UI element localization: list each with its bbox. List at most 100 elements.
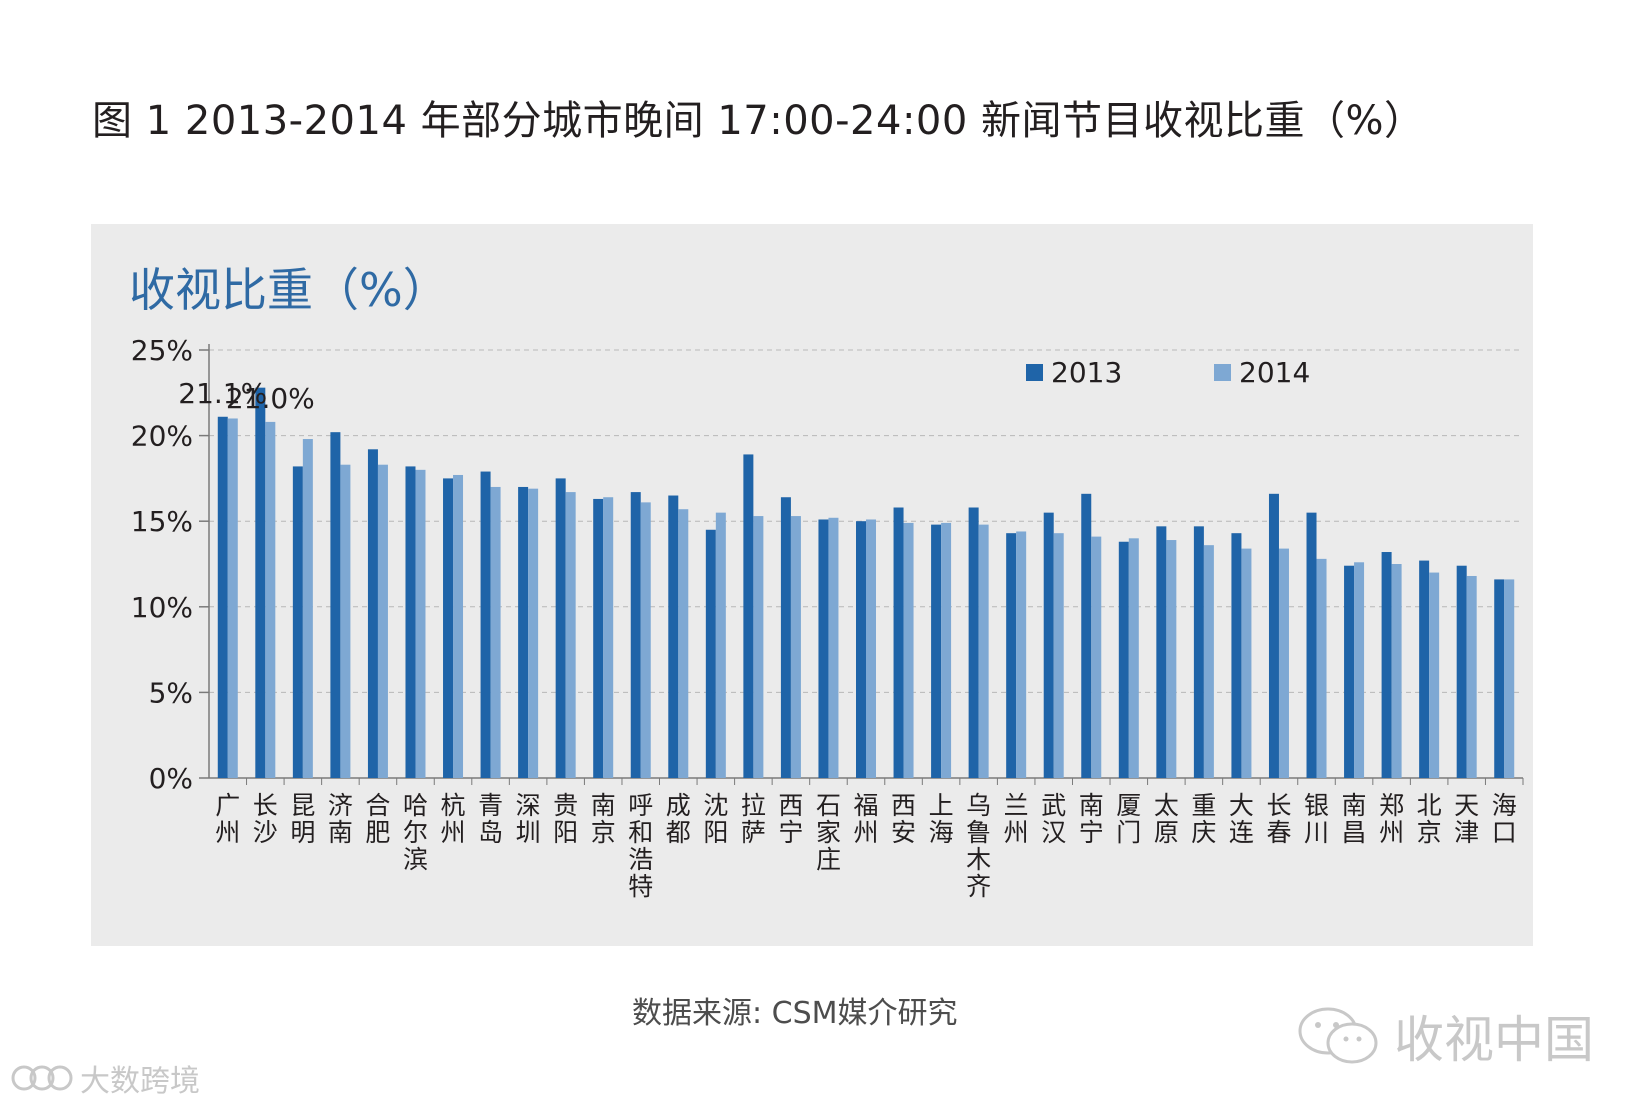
bar-2013 [1419,560,1430,778]
legend-swatch-2013 [1026,364,1043,381]
bar-2014 [1391,564,1402,778]
watermark-left-text: 大数跨境 [80,1064,200,1099]
bar-2013 [893,507,904,778]
x-tick-label: 兰州 [1004,791,1029,847]
y-tick-label: 20% [131,420,193,453]
bar-2013 [255,387,266,778]
figure-title: 图 1 2013-2014 年部分城市晚间 17:00-24:00 新闻节目收视… [92,98,1425,144]
data-label: 21.0% [226,382,315,415]
bar-2014 [1091,536,1102,778]
brand-logo-icon [11,1065,73,1091]
x-tick-label: 南宁 [1079,791,1104,847]
x-tick-label: 天津 [1454,791,1479,847]
bar-2014 [715,512,726,778]
bar-2013 [292,466,303,778]
watermark-right-text: 收视中国 [1394,1011,1594,1069]
wechat-icon [1298,1007,1378,1064]
x-tick-label: 合肥 [365,791,390,847]
x-tick-label: 长春 [1266,791,1291,847]
x-tick-label: 郑州 [1379,791,1404,847]
x-tick-label: 长沙 [253,791,278,847]
bar-2013 [1306,512,1317,778]
bar-chart: 0% 5% 10% 15% 20% 25% 广州长沙昆明济南合肥哈尔滨杭州青岛深圳贵阳南京呼… [131,334,1524,901]
bar-2013 [480,471,491,778]
bar-2014 [377,464,388,778]
bar-2014 [941,522,952,778]
x-tick-label: 厦门 [1116,791,1141,847]
bar-2014 [828,517,839,778]
x-tick-label: 昆明 [290,791,315,847]
chart-panel: 收视比重（%） 0% 5% 10% 15% 20% 25% 广州 长沙 昆明 济南 合肥 哈尔滨 杭州青… [91,224,1533,946]
x-tick-label: 贵阳 [553,791,578,847]
bar-2013 [217,416,228,778]
x-tick-label: 深圳 [516,791,541,847]
bar-2013 [1043,512,1054,778]
bar-2013 [1268,493,1279,778]
bar-2014 [1128,538,1139,778]
x-tick-label: 西安 [891,791,916,847]
x-tick-label: 大连 [1229,791,1254,847]
bar-2014 [1504,579,1515,778]
bar-2013 [1156,526,1167,778]
bar-2014 [340,464,351,778]
bar-2013 [1231,533,1242,778]
legend-label: 2014 [1239,356,1310,389]
legend-swatch-2014 [1214,364,1231,381]
bar-2014 [1241,548,1252,778]
legend-label: 2013 [1051,356,1122,389]
bar-2014 [265,421,276,778]
bar-2013 [367,449,378,778]
y-tick-label: 25% [131,334,193,367]
bar-2013 [856,521,866,778]
bar-2013 [968,507,979,778]
watermark-left: 大数跨境 [10,1056,200,1100]
bar-2013 [743,454,754,778]
bar-2014 [866,519,876,778]
bar-2013 [443,478,454,778]
bar-2013 [780,497,791,778]
x-tick-label: 杭州 [441,791,466,847]
x-tick-label: 济南 [328,791,353,847]
bar-2014 [1316,558,1327,778]
source-note: 数据来源: CSM媒介研究 [632,996,958,1031]
bar-2014 [640,502,651,778]
bar-2013 [1344,565,1355,778]
bar-2013 [405,466,416,778]
x-tick-label: 太原 [1154,791,1179,847]
y-tick-label: 5% [149,676,193,709]
bar-2014 [1466,575,1477,778]
bar-2014 [1053,533,1064,778]
bar-2013 [518,486,529,778]
bar-2014 [1016,531,1027,778]
bar-2014 [603,497,614,778]
bar-2013 [818,519,829,778]
bar-2013 [1193,526,1204,778]
x-tick-label: 海口 [1492,791,1517,847]
bar-2014 [1278,548,1289,778]
bar-2014 [227,418,238,778]
x-tick-label: 北京 [1417,791,1442,847]
x-tick-label: 重庆 [1191,791,1216,847]
bar-2014 [453,474,464,778]
bar-2013 [705,529,716,778]
bar-2013 [330,432,341,778]
bar-2013 [1456,565,1467,778]
y-tick-label: 10% [131,591,193,624]
x-tick-label: 拉萨 [741,791,766,847]
bar-2013 [593,498,604,778]
bar-2014 [978,524,989,778]
x-tick-label: 广州 [215,791,240,847]
bar-2014 [565,492,576,778]
y-tick-label: 0% [149,762,193,795]
bar-2014 [490,486,501,778]
x-tick-label: 武汉 [1041,791,1066,847]
x-tick-label: 福州 [853,791,878,847]
chart-title: 收视比重（%） [129,263,449,317]
x-tick-label: 西宁 [778,791,803,847]
bar-2014 [1166,540,1177,778]
bar-2013 [1494,579,1505,778]
bar-2014 [678,509,689,778]
x-tick-label: 上海 [929,791,954,847]
x-tick-label: 南京 [591,791,616,847]
x-tick-label: 南昌 [1342,791,1367,847]
